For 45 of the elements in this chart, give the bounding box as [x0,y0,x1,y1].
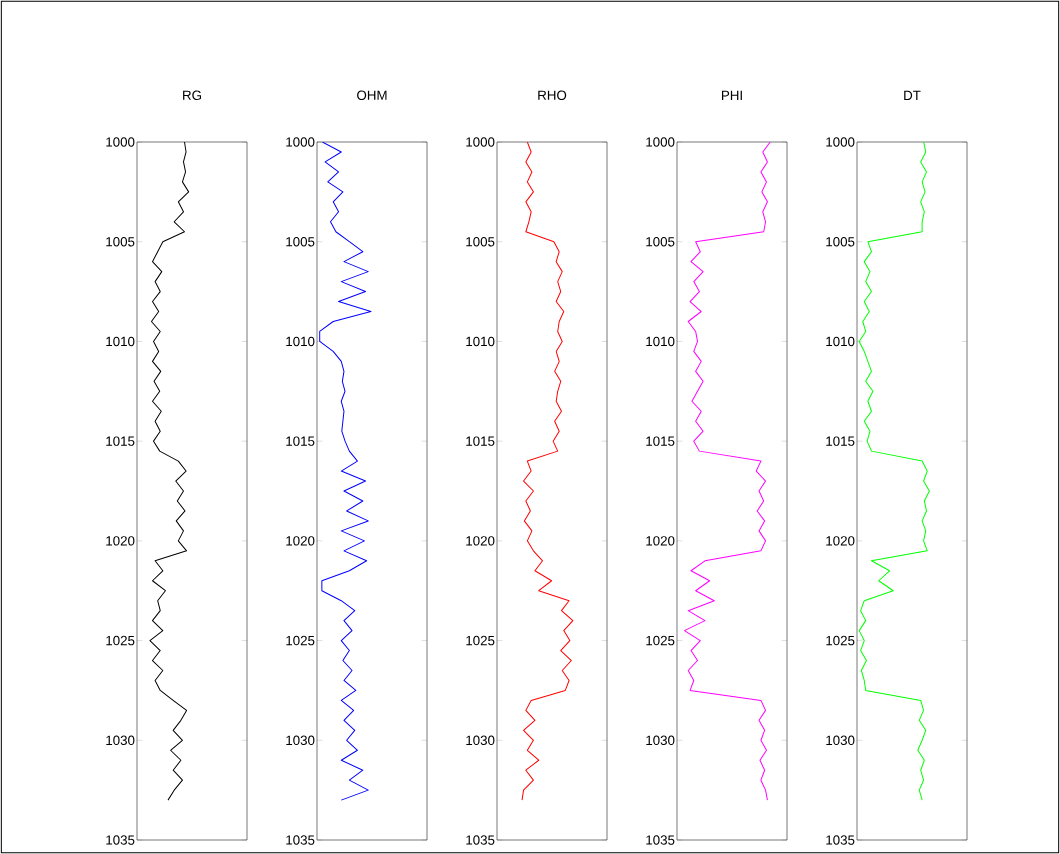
y-tick-label: 1035 [466,835,495,845]
y-tick-label: 1035 [646,835,675,845]
y-tick-label: 1020 [466,536,495,546]
chart-title: RG [183,90,202,100]
y-tick-label: 1010 [106,336,135,347]
y-tick-label: 1025 [106,635,135,646]
y-tick-label: 1005 [466,237,495,247]
y-tick-label: 1015 [286,436,315,446]
y-tick-label: 1025 [286,635,315,646]
y-tick-label: 1000 [826,137,855,147]
y-tick-label: 1010 [286,336,315,347]
chart-title: OHM [357,90,387,100]
y-tick-label: 1025 [826,635,855,646]
y-tick-label: 1015 [106,436,135,446]
y-tick-label: 1030 [466,735,495,746]
y-tick-label: 1000 [466,137,495,147]
y-tick-label: 1035 [286,835,315,845]
y-tick-label: 1015 [826,436,855,446]
y-tick-label: 1010 [646,336,675,347]
y-tick-label: 1030 [106,735,135,746]
y-tick-label: 1020 [826,536,855,546]
y-tick-label: 1010 [466,336,495,347]
y-tick-label: 1025 [466,635,495,646]
chart-title: PHI [721,90,742,100]
y-tick-label: 1005 [286,237,315,247]
y-tick-label: 1020 [106,536,135,546]
y-tick-label: 1005 [106,237,135,247]
chart-title: DT [904,90,921,100]
y-tick-label: 1015 [466,436,495,446]
y-tick-label: 1020 [286,536,315,546]
chart-title: RHO [538,90,567,100]
y-tick-label: 1020 [646,536,675,546]
y-tick-label: 1005 [646,237,675,247]
y-tick-label: 1005 [826,237,855,247]
y-tick-label: 1010 [826,336,855,347]
y-tick-label: 1035 [826,835,855,845]
y-tick-label: 1030 [826,735,855,746]
y-tick-label: 1000 [286,137,315,147]
y-tick-label: 1015 [646,436,675,446]
y-tick-label: 1000 [646,137,675,147]
y-tick-label: 1035 [106,835,135,845]
y-tick-label: 1000 [106,137,135,147]
y-tick-label: 1030 [286,735,315,746]
y-tick-label: 1025 [646,635,675,646]
y-tick-label: 1030 [646,735,675,746]
